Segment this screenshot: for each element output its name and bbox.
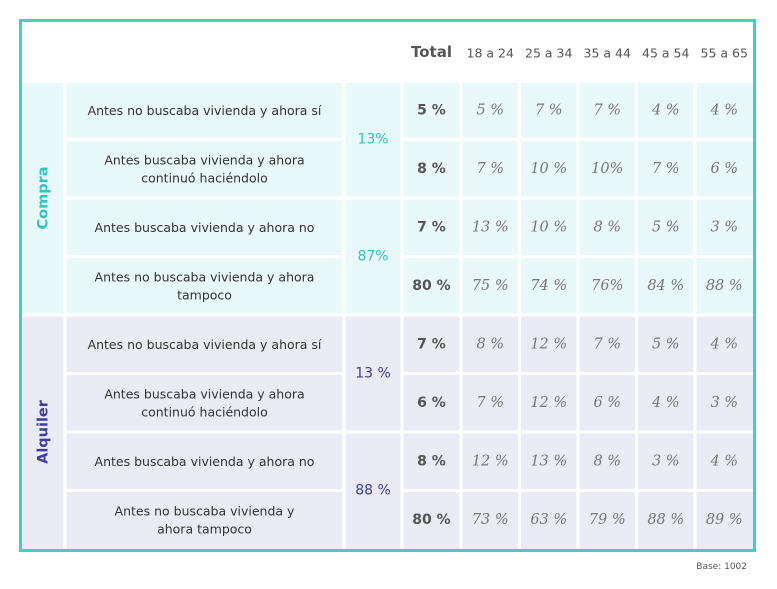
cell-value: 7 % [535,102,563,118]
cell-value: 4 % [651,102,680,118]
cell-value: 13 % [530,453,567,469]
subtotal-value: 87% [357,249,388,265]
column-header: 25 a 34 [525,46,572,61]
cell-value: 6 % [710,161,738,177]
column-header: 18 a 24 [467,46,514,61]
cell-value: 75 % [472,278,509,294]
cell-value: 7 % [476,395,504,411]
group-label: Compra [36,166,52,229]
survey-table: Total 18 a 24 25 a 34 35 a 44 45 a 54 55 a 65… [22,43,753,549]
row-label: continuó haciéndolo [141,404,268,419]
cell-value: 7 % [476,161,504,177]
survey-table-frame: Total 18 a 24 25 a 34 35 a 44 45 a 54 55 a 65… [19,19,756,552]
column-header: 45 a 54 [642,46,689,61]
row-label: Antes buscaba vivienda y ahora [104,386,304,401]
cell-value: 4 % [709,102,738,118]
cell-value: 63 % [530,512,567,528]
row-label: Antes no buscaba vivienda y ahora [95,269,315,284]
cell-value: 74 % [530,278,567,294]
cell-value: 8 % [593,453,621,469]
cell-value: 13 % [472,219,509,235]
subtotal-value: 13 % [355,366,391,382]
total-value: 7 % [417,336,446,352]
cell-value: 4 % [651,395,680,411]
cell-value: 7 % [652,161,680,177]
cell-value: 12 % [530,336,567,352]
cell-value: 79 % [589,512,626,528]
total-value: 80 % [412,512,450,528]
cell-value: 88 % [706,278,743,294]
row-label: Antes no buscaba vivienda y ahora sí [88,337,322,352]
row-label: tampoco [177,287,232,302]
row-label: Antes buscaba vivienda y ahora no [95,454,315,469]
row-label: Antes no buscaba vivienda y ahora sí [88,103,322,118]
cell-value: 84 % [647,278,684,294]
cell-value: 6 % [593,395,621,411]
cell-value: 3 % [710,395,738,411]
cell-value: 73 % [472,512,509,528]
cell-value: 3 % [652,453,680,469]
cell-value: 12 % [530,395,567,411]
cell-value: 88 % [647,512,684,528]
cell-value: 7 % [593,336,621,352]
cell-value: 10% [591,161,623,177]
column-header: 55 a 65 [701,46,748,61]
cell-value: 76% [591,278,623,294]
total-value: 8 % [417,161,446,177]
group-label: Alquiler [36,399,52,464]
cell-value: 4 % [709,336,738,352]
row-label: ahora tampoco [157,521,252,536]
row-label: continuó haciéndolo [141,170,268,185]
base-note: Base: 1002 [696,562,747,572]
subtotal-value: 13% [357,132,388,148]
cell-value: 8 % [593,219,621,235]
cell-value: 89 % [706,512,743,528]
total-value: 7 % [417,219,446,235]
column-header: 35 a 44 [584,46,631,61]
column-header: Total [411,43,452,61]
total-value: 5 % [417,102,446,118]
cell-value: 5 % [652,336,680,352]
cell-value: 10 % [530,219,567,235]
total-value: 6 % [417,395,446,411]
cell-value: 7 % [593,102,621,118]
total-value: 80 % [412,278,450,294]
cell-value: 5 % [476,102,504,118]
row-label: Antes buscaba vivienda y ahora [104,152,304,167]
cell-value: 3 % [710,219,738,235]
cell-value: 12 % [472,453,509,469]
row-label: Antes no buscaba vivienda y [115,503,295,518]
total-value: 8 % [417,453,446,469]
cell-value: 4 % [709,453,738,469]
row-label: Antes buscaba vivienda y ahora no [95,220,315,235]
cell-value: 10 % [530,161,567,177]
cell-value: 5 % [652,219,680,235]
subtotal-value: 88 % [355,483,391,499]
cell-value: 8 % [476,336,504,352]
